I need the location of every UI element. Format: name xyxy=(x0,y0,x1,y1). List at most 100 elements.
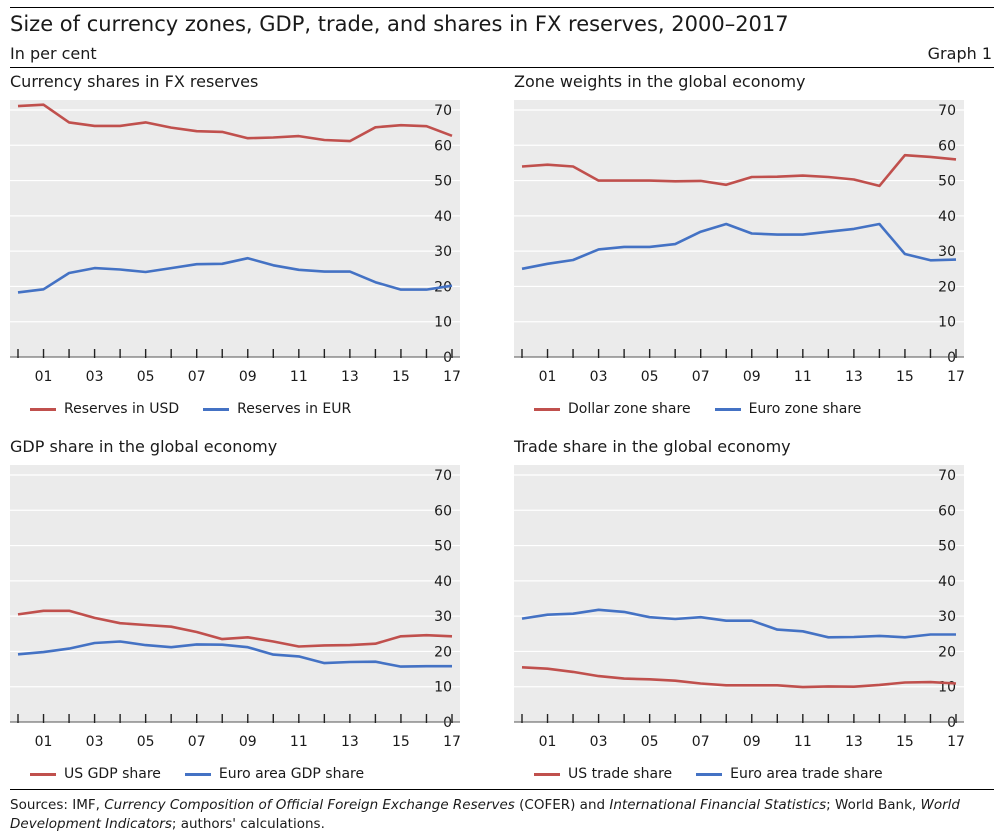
y-tick-label: 50 xyxy=(434,174,452,190)
legend-item: Euro zone share xyxy=(714,401,862,417)
x-tick-label: 07 xyxy=(692,734,710,750)
y-tick-label: 70 xyxy=(434,103,452,119)
legend-label: Dollar zone share xyxy=(568,401,691,417)
series-line xyxy=(17,640,452,668)
x-tick-label: 01 xyxy=(539,734,557,750)
x-tick-label: 09 xyxy=(239,734,257,750)
x-tick-label: 11 xyxy=(290,734,308,750)
x-tick-label: 13 xyxy=(341,734,359,750)
x-tick-label: 11 xyxy=(794,734,812,750)
legend: Dollar zone share Euro zone share xyxy=(534,401,861,417)
y-tick-label: 50 xyxy=(434,539,452,555)
y-tick-label: 30 xyxy=(938,609,956,625)
x-tick-label: 17 xyxy=(947,369,965,385)
legend-item: Euro area GDP share xyxy=(184,766,365,782)
y-tick-label: 30 xyxy=(434,244,452,260)
legend-label: Reserves in EUR xyxy=(237,401,352,417)
x-tick-label: 01 xyxy=(35,369,53,385)
y-tick-label: 30 xyxy=(938,244,956,260)
legend-swatch xyxy=(714,407,741,411)
y-tick-label: 40 xyxy=(938,574,956,590)
y-tick-label: 70 xyxy=(434,468,452,484)
panel-title: Currency shares in FX reserves xyxy=(10,72,259,91)
y-tick-label: 0 xyxy=(947,350,956,366)
y-tick-label: 60 xyxy=(434,503,452,519)
y-tick-label: 20 xyxy=(938,279,956,295)
x-tick-label: 11 xyxy=(290,369,308,385)
series-line xyxy=(521,153,957,188)
x-tick-label: 03 xyxy=(590,369,608,385)
legend-label: US trade share xyxy=(568,766,673,782)
legend-item: Reserves in USD xyxy=(30,401,179,417)
chart-panel-trade-share: Trade share in the global economy 0 1 0 20 3… xyxy=(514,433,989,793)
chart-panel-zone-weights: Zone weights in the global economy 0 10 20… xyxy=(514,68,989,428)
x-tick-label: 09 xyxy=(743,369,761,385)
y-tick-label: 50 xyxy=(938,174,956,190)
x-tick-label: 05 xyxy=(137,369,155,385)
top-rule xyxy=(10,7,994,8)
x-tick-label: 15 xyxy=(896,734,914,750)
x-tick-label: 13 xyxy=(845,734,863,750)
x-tick-label: 01 xyxy=(539,369,557,385)
y-tick-label: 60 xyxy=(434,138,452,154)
y-tick-label: 10 xyxy=(434,315,452,331)
legend-label: Euro zone share xyxy=(748,401,862,417)
series-line xyxy=(17,256,453,294)
x-tick-label: 13 xyxy=(341,369,359,385)
chart-panel-fx-reserves: Currency shares in FX reserves 0 10 20 30 40… xyxy=(10,68,485,428)
footer-rule xyxy=(10,789,994,790)
x-tick-label: 15 xyxy=(896,369,914,385)
y-tick-label: 70 xyxy=(938,468,956,484)
sources-note: Sources: IMF, Currency Composition of Of… xyxy=(10,797,960,832)
graph-number: Graph 1 xyxy=(927,44,992,63)
x-tick-label: 07 xyxy=(188,734,206,750)
header-rule xyxy=(10,67,994,68)
page-subtitle: In per cent xyxy=(10,44,97,63)
y-tick-label: 10 xyxy=(938,315,956,331)
series-line xyxy=(521,666,957,689)
y-tick-label: 0 xyxy=(443,350,452,366)
x-tick-label: 01 xyxy=(35,734,53,750)
series-line xyxy=(521,608,956,639)
panel-title: Trade share in the global economy xyxy=(514,437,791,456)
legend-item: Dollar zone share xyxy=(534,401,691,417)
x-tick-label: 17 xyxy=(947,734,965,750)
y-tick-label: 0 xyxy=(443,715,452,731)
x-tick-label: 17 xyxy=(443,734,461,750)
y-tick-label: 40 xyxy=(434,574,452,590)
y-tick-label: 60 xyxy=(938,138,956,154)
y-tick-label: 30 xyxy=(434,609,452,625)
y-tick-label: 10 xyxy=(434,680,452,696)
x-tick-label: 15 xyxy=(392,369,410,385)
y-tick-label: 50 xyxy=(938,539,956,555)
legend: Reserves in USD Reserves in EUR xyxy=(30,401,351,417)
legend-swatch xyxy=(696,772,723,776)
legend-label: Euro area GDP share xyxy=(218,766,365,782)
legend-swatch xyxy=(534,407,560,411)
plot-background xyxy=(10,100,460,357)
y-tick-label: 40 xyxy=(938,209,956,225)
y-tick-label: 40 xyxy=(434,209,452,225)
legend-item: Reserves in EUR xyxy=(203,401,351,417)
x-tick-label: 13 xyxy=(845,369,863,385)
x-tick-label: 05 xyxy=(137,734,155,750)
x-tick-label: 07 xyxy=(692,369,710,385)
x-tick-label: 03 xyxy=(86,369,104,385)
panel-title: GDP share in the global economy xyxy=(10,437,278,456)
series-line xyxy=(521,222,957,271)
page-title: Size of currency zones, GDP, trade, and … xyxy=(10,12,789,36)
legend-item: Euro area trade share xyxy=(696,766,883,782)
x-tick-label: 05 xyxy=(641,734,659,750)
y-tick-label: 60 xyxy=(938,503,956,519)
x-tick-label: 05 xyxy=(641,369,659,385)
y-tick-label: 0 xyxy=(947,715,956,731)
legend-swatch xyxy=(30,407,56,411)
x-tick-label: 03 xyxy=(86,734,104,750)
legend-item: US GDP share xyxy=(30,766,161,782)
legend-swatch xyxy=(203,407,230,411)
plot-background xyxy=(514,465,964,722)
x-tick-label: 17 xyxy=(443,369,461,385)
